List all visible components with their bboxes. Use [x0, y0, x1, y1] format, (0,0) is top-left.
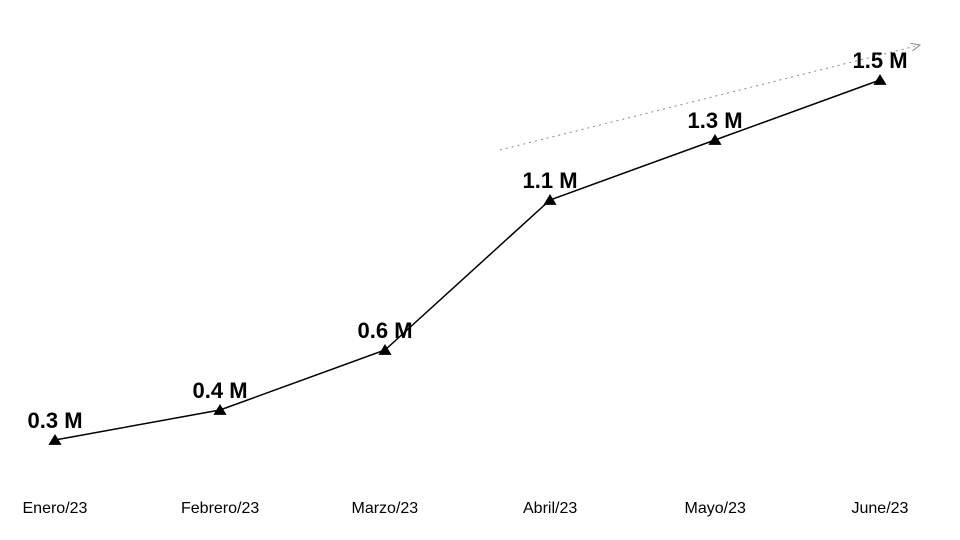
value-label: 1.5 M	[853, 48, 908, 74]
x-axis-label: June/23	[852, 500, 909, 518]
x-axis-label: Abril/23	[523, 500, 577, 518]
data-marker	[213, 404, 226, 415]
value-label: 1.1 M	[523, 168, 578, 194]
x-axis-label: Marzo/23	[352, 500, 419, 518]
chart-container: 0.3 M Enero/23 0.4 M Febrero/23 0.6 M Marzo/2…	[0, 0, 960, 540]
chart-svg	[0, 0, 960, 540]
value-label: 0.3 M	[28, 408, 83, 434]
line-series	[55, 80, 880, 440]
data-marker	[708, 134, 721, 145]
value-label: 1.3 M	[688, 108, 743, 134]
data-marker	[873, 74, 886, 85]
data-marker	[543, 194, 556, 205]
value-label: 0.4 M	[193, 378, 248, 404]
x-axis-label: Enero/23	[23, 500, 88, 518]
x-axis-label: Febrero/23	[181, 500, 259, 518]
x-axis-label: Mayo/23	[685, 500, 746, 518]
value-label: 0.6 M	[358, 318, 413, 344]
